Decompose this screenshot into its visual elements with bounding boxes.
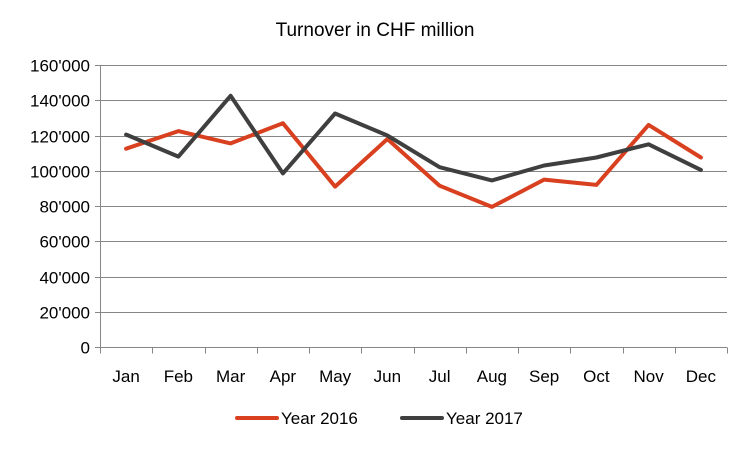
- x-tick-label: Nov: [634, 367, 665, 386]
- x-tick-label: Jan: [112, 367, 139, 386]
- x-tick-label: Feb: [164, 367, 193, 386]
- chart-title: Turnover in CHF million: [276, 20, 475, 41]
- y-tick-label: 40'000: [39, 269, 90, 288]
- legend-label: Year 2016: [281, 409, 358, 428]
- gridlines: [100, 65, 727, 313]
- legend: Year 2016 Year 2017: [235, 409, 523, 428]
- y-tick-labels: 0 20'000 40'000 60'000 80'000 100'000 120'000 1…: [30, 57, 90, 358]
- series-line-1: [124, 121, 703, 209]
- y-tick-label: 80'000: [39, 198, 90, 217]
- y-tick-label: 160'000: [30, 57, 90, 76]
- x-tick-label: Aug: [477, 367, 507, 386]
- x-tick-label: Jul: [429, 367, 451, 386]
- x-tick-label: Sep: [529, 367, 559, 386]
- y-tick-label: 100'000: [30, 163, 90, 182]
- y-tick-label: 0: [81, 339, 90, 358]
- y-tick-label: 120'000: [30, 128, 90, 147]
- x-tick-label: Mar: [216, 367, 246, 386]
- legend-label: Year 2017: [446, 409, 523, 428]
- series-lines: [124, 93, 703, 209]
- x-tick-label: May: [319, 367, 352, 386]
- y-tick-label: 140'000: [30, 92, 90, 111]
- x-tick-label: Oct: [583, 367, 610, 386]
- x-tick-label: Jun: [374, 367, 401, 386]
- axes: [95, 65, 728, 354]
- x-tick-label: Apr: [270, 367, 297, 386]
- x-tick-labels: Jan Feb Mar Apr May Jun Jul Aug Sep Oct Nov Dec: [112, 367, 716, 386]
- y-tick-label: 20'000: [39, 304, 90, 323]
- y-tick-label: 60'000: [39, 233, 90, 252]
- series-line-2: [124, 93, 703, 183]
- x-tick-label: Dec: [686, 367, 717, 386]
